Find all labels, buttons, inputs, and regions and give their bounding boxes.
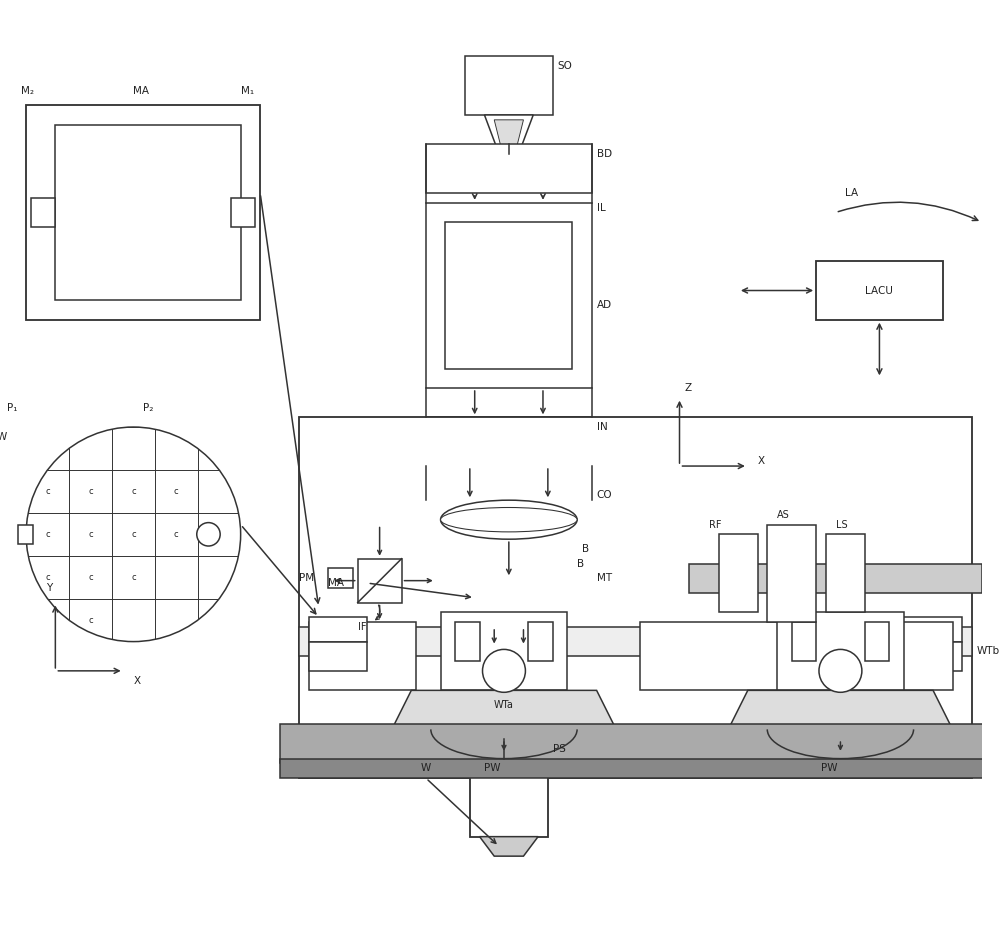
Text: WTb: WTb	[977, 647, 1000, 656]
Bar	[465, 56, 553, 115]
Circle shape	[197, 522, 220, 546]
Bar	[18, 524, 33, 544]
Text: c: c	[131, 573, 136, 582]
Bar	[426, 417, 592, 466]
Bar	[777, 612, 904, 691]
Text: c: c	[88, 616, 93, 624]
Text: RF: RF	[709, 519, 721, 530]
Bar	[519, 607, 567, 627]
Text: c: c	[45, 530, 50, 539]
Polygon shape	[728, 691, 953, 729]
Text: c: c	[88, 487, 93, 496]
Bar	[358, 559, 402, 603]
Bar	[826, 534, 865, 612]
Polygon shape	[494, 120, 523, 151]
Text: c: c	[174, 487, 179, 496]
Text: PW: PW	[821, 764, 837, 773]
Text: W: W	[421, 764, 431, 773]
Text: PS: PS	[553, 744, 566, 753]
Text: MA: MA	[328, 578, 344, 588]
Text: IN: IN	[597, 422, 607, 432]
Bar	[792, 622, 816, 661]
Bar	[328, 588, 397, 607]
Text: PM: PM	[299, 573, 314, 583]
Circle shape	[26, 427, 241, 641]
Bar	[231, 197, 255, 227]
Text: c: c	[131, 487, 136, 496]
Bar	[865, 622, 889, 661]
Bar	[480, 598, 538, 607]
Bar	[348, 607, 397, 627]
Polygon shape	[480, 837, 538, 856]
Text: CO: CO	[597, 490, 612, 501]
Circle shape	[819, 650, 862, 693]
Bar	[528, 622, 553, 661]
Text: SO: SO	[558, 61, 572, 71]
Text: c: c	[88, 573, 93, 582]
Text: M₁: M₁	[241, 85, 254, 95]
Text: IL: IL	[597, 202, 605, 212]
Bar	[426, 144, 592, 193]
Polygon shape	[484, 115, 533, 154]
Bar	[640, 622, 953, 691]
Bar	[719, 534, 758, 612]
Bar	[855, 641, 962, 671]
Bar	[31, 197, 55, 227]
Bar	[26, 105, 260, 320]
Bar	[299, 627, 972, 656]
Text: LS: LS	[836, 519, 847, 530]
Circle shape	[483, 650, 525, 693]
Text: Y: Y	[46, 583, 52, 592]
Text: B: B	[577, 559, 584, 568]
Text: IF: IF	[358, 622, 366, 632]
Text: BD: BD	[597, 149, 612, 159]
Bar	[816, 261, 943, 320]
Bar	[489, 583, 528, 603]
Text: c: c	[174, 530, 179, 539]
Bar	[280, 724, 992, 764]
Text: P₂: P₂	[143, 402, 153, 413]
Text: c: c	[88, 530, 93, 539]
Text: B: B	[582, 544, 589, 554]
Bar	[441, 612, 567, 691]
Bar	[767, 524, 816, 622]
Text: LA: LA	[845, 188, 858, 198]
Bar	[309, 622, 416, 691]
Ellipse shape	[441, 500, 577, 539]
Text: X: X	[758, 456, 765, 466]
Text: WTa: WTa	[494, 700, 514, 710]
Text: c: c	[131, 530, 136, 539]
Text: AD: AD	[597, 300, 612, 310]
Text: c: c	[45, 573, 50, 582]
Text: MT: MT	[597, 573, 612, 583]
Bar	[309, 641, 367, 671]
Text: PW: PW	[484, 764, 501, 773]
Polygon shape	[392, 691, 616, 729]
Bar	[328, 568, 353, 588]
Bar	[855, 617, 962, 641]
Ellipse shape	[441, 507, 577, 532]
Bar	[455, 622, 480, 661]
Bar	[426, 203, 592, 388]
Text: LACU: LACU	[865, 285, 893, 296]
Text: M₂: M₂	[21, 85, 34, 95]
Text: X: X	[133, 676, 140, 685]
Bar	[280, 758, 992, 778]
Bar	[309, 617, 367, 641]
Text: W: W	[0, 431, 7, 442]
Text: Z: Z	[684, 383, 692, 393]
Text: AS: AS	[777, 510, 790, 519]
Bar	[299, 417, 972, 778]
Bar	[470, 661, 548, 837]
Text: MA: MA	[133, 85, 149, 95]
Text: P₁: P₁	[7, 402, 17, 413]
Bar	[445, 222, 572, 369]
Bar	[519, 588, 587, 607]
Bar	[55, 124, 241, 300]
Bar	[689, 563, 982, 592]
Text: c: c	[45, 487, 50, 496]
